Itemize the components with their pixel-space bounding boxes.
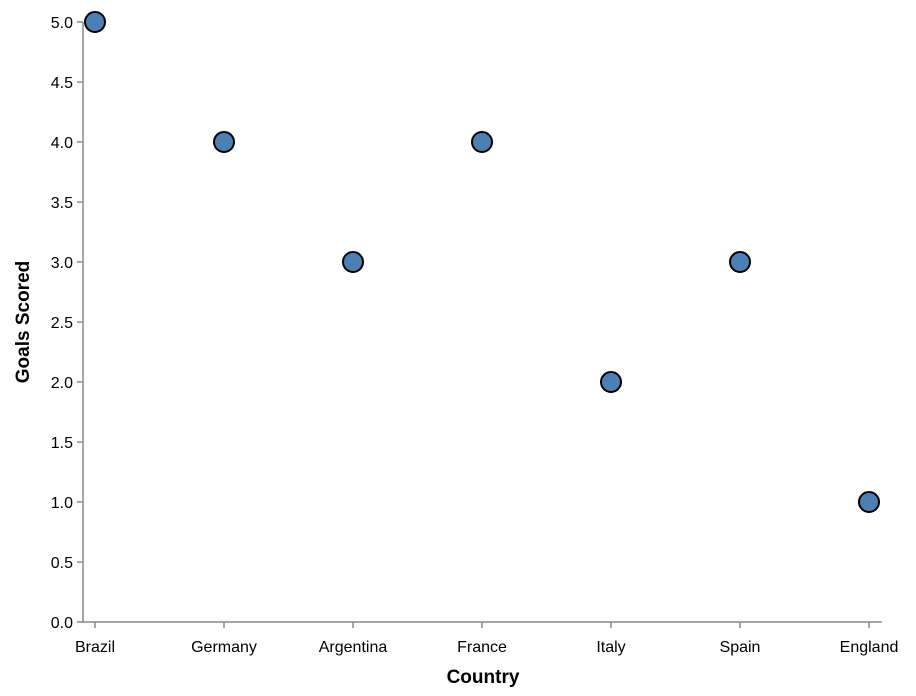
y-tick-label: 0.5 [51,555,73,572]
y-tick-label: 0.0 [51,615,73,632]
x-tick-label: Brazil [75,639,115,656]
point-italy [600,371,622,393]
x-tick-label: Italy [596,639,625,656]
point-germany [213,131,235,153]
point-france [471,131,493,153]
data-points [84,11,880,513]
y-axis-title: Goals Scored [13,261,34,384]
point-spain [729,251,751,273]
y-axis: 0.0 0.5 1.0 1.5 2.0 2.5 3.0 3.5 4.0 4.5 5.0 [51,15,84,632]
point-argentina [342,251,364,273]
x-tick-label: Argentina [319,639,388,656]
y-tick-label: 3.5 [51,195,73,212]
point-brazil [84,11,106,33]
x-tick-label: Spain [720,639,761,656]
y-tick-label: 4.0 [51,135,73,152]
y-tick-label: 1.5 [51,435,73,452]
x-axis-title: Country [447,667,520,688]
x-tick-label: Germany [191,639,257,656]
y-tick-label: 5.0 [51,15,73,32]
y-tick-label: 1.0 [51,495,73,512]
point-england [858,491,880,513]
y-tick-label: 4.5 [51,75,73,92]
x-axis: Brazil Germany Argentina France Italy Spain En… [75,621,899,656]
y-tick-label: 3.0 [51,255,73,272]
y-tick-label: 2.5 [51,315,73,332]
x-tick-label: France [457,639,507,656]
y-tick-label: 2.0 [51,375,73,392]
x-tick-label: England [840,639,899,656]
